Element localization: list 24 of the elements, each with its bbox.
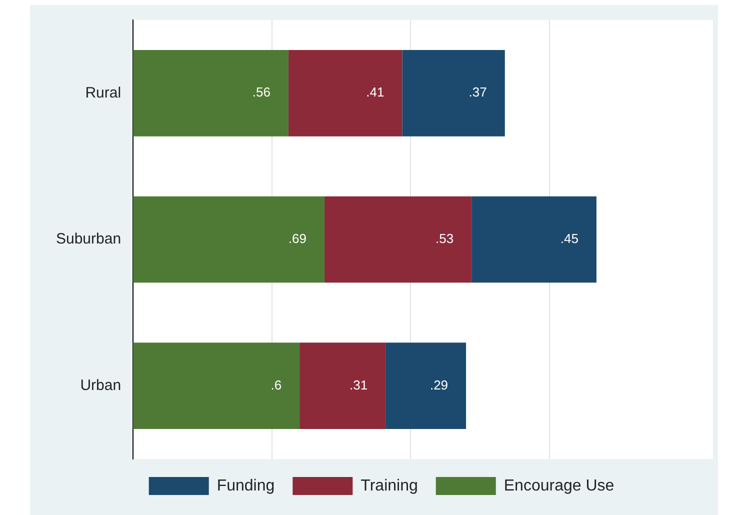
data-label: .45 <box>560 231 578 246</box>
data-label: .29 <box>430 377 448 392</box>
data-label: .69 <box>288 231 307 246</box>
bar <box>133 196 325 283</box>
data-label: .56 <box>252 84 270 100</box>
legend-label: Encourage Use <box>504 477 614 494</box>
data-label: .41 <box>366 84 384 100</box>
bar <box>133 342 300 429</box>
bar <box>386 342 466 429</box>
data-label: .53 <box>436 231 454 246</box>
legend-label: Training <box>360 477 418 494</box>
bar <box>300 342 386 429</box>
data-label: .6 <box>270 377 282 392</box>
bar <box>288 50 402 136</box>
bar <box>402 50 505 136</box>
legend-label: Funding <box>216 477 275 494</box>
data-label: .37 <box>468 84 487 100</box>
bar <box>324 196 472 283</box>
y-tick-label: Rural <box>85 84 122 102</box>
y-tick-label: Urban <box>80 376 122 394</box>
bar <box>472 196 596 283</box>
y-tick-label: Suburban <box>56 230 122 248</box>
bar <box>133 50 288 136</box>
data-label: .31 <box>349 377 368 392</box>
